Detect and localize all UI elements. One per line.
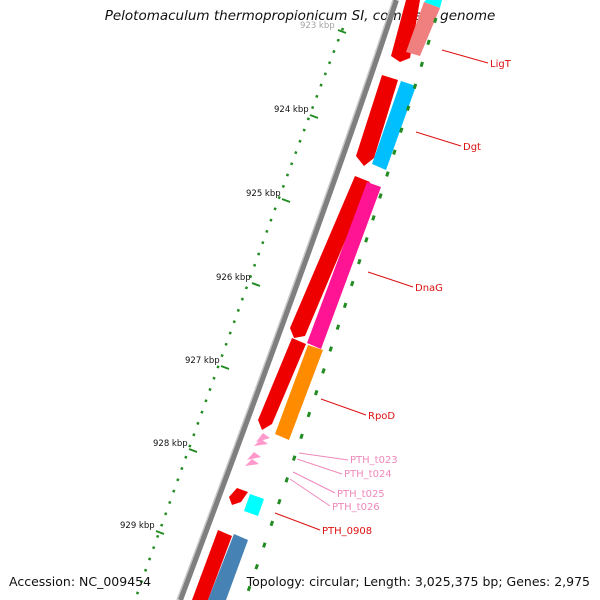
gene-label-rpod: RpoD [368,411,395,422]
tick-mark [220,365,230,370]
tick-label: 926 kbp [216,273,251,283]
gene-label-pth-t024: PTH_t024 [344,469,392,480]
leader-line [320,398,367,416]
genome-backbone [177,0,399,600]
leader-line [296,458,343,475]
gene-block-rpod [275,345,323,440]
leader-line [367,271,414,288]
gene-block [391,0,420,62]
gene-block-dnag [307,182,381,349]
map-title: Pelotomaculum thermopropionicum SI, comp… [104,8,496,24]
tick-mark [155,530,165,535]
accession-text: Accession: NC_009454 [9,574,152,589]
gc-content-track [243,17,438,600]
gene-label-dgt: Dgt [463,142,481,153]
gene-label-dnag: DnaG [415,283,443,294]
tick-label: 925 kbp [246,189,281,199]
leader-line [292,471,336,494]
topology-text: Topology: circular; Length: 3,025,375 bp… [246,574,590,589]
gene-block-ligt [406,2,440,56]
gene-label-ligt: LigT [490,59,512,70]
second-ring-genes [208,0,442,600]
gene-block [192,530,232,600]
genome-backbone-highlight [176,0,394,600]
tick-label: 928 kbp [153,439,188,449]
tick-mark [337,29,347,34]
gene-block-cyan [424,0,442,8]
forward-genes [192,0,420,600]
gene-block-dgt [372,81,416,170]
leader-line [274,512,321,531]
scale-ticks: 923 kbp 924 kbp 925 kbp 926 kbp 927 kbp … [120,21,347,535]
trna-chevron [256,433,270,442]
tick-label: 923 kbp [300,21,335,31]
gene-label-pth-t025: PTH_t025 [337,489,385,500]
tick-label: 927 kbp [185,356,220,366]
trna-chevron [245,459,259,466]
gene-label-pth-0908: PTH_0908 [322,526,372,537]
tick-mark [251,282,261,287]
trna-chevron [254,439,268,446]
tick-label: 929 kbp [120,521,155,531]
leader-line [289,478,331,507]
trna-chevron [247,452,261,460]
leader-line [415,131,462,147]
tick-mark [281,198,291,203]
tick-mark [188,448,198,453]
tick-mark [309,114,319,119]
leader-line [441,49,489,64]
tick-label: 924 kbp [274,105,309,115]
gene-block [229,488,248,505]
gene-block-steelblue [208,534,248,600]
gene-label-pth-t026: PTH_t026 [332,502,380,513]
gene-label-pth-t023: PTH_t023 [350,455,398,466]
gene-block [290,176,370,338]
gene-block [258,338,306,430]
leader-line [298,452,349,461]
gene-block [356,75,398,166]
gene-labels: LigT Dgt DnaG RpoD PTH_t023 PTH_t024 PTH… [322,59,512,537]
label-leaders [274,49,489,531]
gene-block-cyan [244,494,264,516]
trna-genes [245,433,270,466]
